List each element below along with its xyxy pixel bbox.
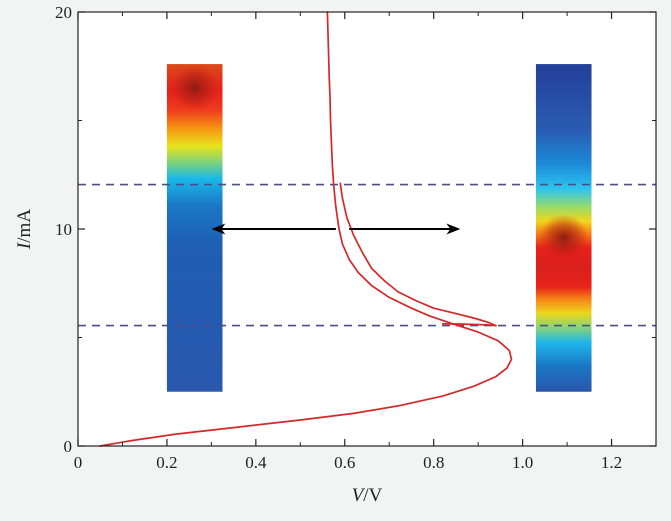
x-tick-label: 1.0	[512, 453, 533, 472]
arrows	[211, 223, 461, 235]
series-curves	[99, 11, 513, 447]
y-axis-label-unit: /mA	[14, 209, 35, 243]
x-axis-ticks: 0 0.2 0.4 0.6 0.8 1.0 1.2	[74, 12, 622, 472]
arrow-1-head	[211, 223, 226, 235]
series-curve-2	[339, 182, 497, 327]
arrow-2-head	[446, 223, 461, 235]
left-heatmap-column	[166, 64, 223, 392]
x-tick-label: 0.6	[334, 453, 355, 472]
y-tick-label: 0	[64, 437, 73, 456]
left-heatmap-column-hotspot	[169, 64, 220, 112]
x-tick-label: 0.4	[245, 453, 267, 472]
right-heatmap-column-hotspot	[538, 214, 589, 262]
x-tick-label: 0	[74, 453, 83, 472]
y-tick-label: 20	[55, 3, 72, 22]
x-axis-label: V/V	[352, 485, 383, 506]
y-axis-ticks: 0 10 20	[55, 3, 656, 456]
y-tick-label: 10	[55, 220, 72, 239]
reference-lines	[78, 183, 656, 327]
heatmap-insets	[166, 64, 592, 392]
x-tick-label: 0.2	[156, 453, 177, 472]
x-tick-label: 0.8	[423, 453, 444, 472]
series-curve-1	[99, 11, 513, 447]
series-curve-3	[441, 322, 497, 327]
y-axis-label-var: I	[14, 241, 35, 250]
x-axis-label-var: V	[352, 485, 366, 506]
x-tick-label: 1.2	[601, 453, 622, 472]
x-axis-label-unit: /V	[363, 485, 382, 506]
y-axis-label: I/mA	[14, 209, 35, 250]
